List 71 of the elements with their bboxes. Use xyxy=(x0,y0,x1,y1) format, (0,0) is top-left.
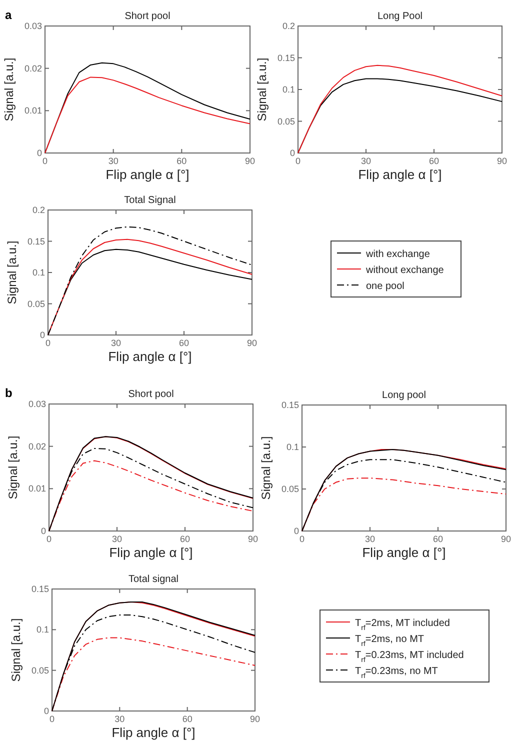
chart-title: Short pool xyxy=(128,389,174,400)
y-tick-label: 0.2 xyxy=(32,205,45,215)
y-tick-label: 0.15 xyxy=(31,584,49,594)
text: a xyxy=(5,8,12,22)
x-tick-label: 90 xyxy=(496,156,508,166)
chart-title: Long pool xyxy=(382,390,426,401)
x-axis-title: Flip angle α [°] xyxy=(108,349,192,364)
text: b xyxy=(5,386,12,400)
y-axis-title: Signal [a.u.] xyxy=(6,436,20,500)
y-tick-label: 0.05 xyxy=(31,665,49,676)
y-tick-label: 0.03 xyxy=(24,21,42,31)
legend-label: T$_{rf}$=2ms, no MT xyxy=(355,634,424,648)
y-tick-label: 0.1 xyxy=(282,84,295,94)
x-tick-label: 60 xyxy=(176,156,187,166)
x-axis-title: Flip angle α [°] xyxy=(109,545,193,560)
x-tick-label: 30 xyxy=(112,534,122,544)
x-axis-title: Flip angle α [°] xyxy=(358,167,442,182)
x-tick-label: 60 xyxy=(428,156,440,166)
chart-title: Total Signal xyxy=(124,195,176,206)
y-axis-title: Signal [a.u.] xyxy=(9,618,23,682)
y-tick-label: 0.05 xyxy=(27,298,45,309)
y-tick-label: 0.15 xyxy=(277,52,295,63)
y-tick-label: 0 xyxy=(294,526,299,536)
x-tick-label: 30 xyxy=(364,534,376,544)
y-tick-label: 0.15 xyxy=(281,400,299,410)
y-tick-label: 0.01 xyxy=(28,484,46,494)
x-axis-title: Flip angle α [°] xyxy=(106,167,190,182)
y-tick-label: 0.1 xyxy=(32,268,45,278)
chart-title: Short pool xyxy=(124,11,170,22)
y-tick-label: 0 xyxy=(36,148,42,158)
legend-label: T$_{rf}$=0.23ms, no MT xyxy=(355,666,438,680)
x-tick-label: 90 xyxy=(500,534,512,544)
y-axis-title: Signal [a.u.] xyxy=(255,58,269,122)
x-tick-label: 90 xyxy=(244,156,256,166)
y-tick-label: 0.03 xyxy=(28,399,46,409)
x-axis-title: Flip angle α [°] xyxy=(362,545,446,560)
x-tick-label: 90 xyxy=(248,534,258,544)
chart-title: Long Pool xyxy=(377,11,423,22)
x-tick-label: 60 xyxy=(178,338,190,348)
x-tick-label: 60 xyxy=(182,714,192,724)
legend-label: without exchange xyxy=(365,265,444,276)
chart-title: Total signal xyxy=(128,574,179,585)
y-axis-title: Signal [a.u.] xyxy=(2,58,16,122)
x-tick-label: 30 xyxy=(110,338,122,348)
legend-label: with exchange xyxy=(365,249,430,260)
x-tick-label: 30 xyxy=(114,714,125,724)
x-tick-label: 90 xyxy=(246,338,258,348)
y-tick-label: 0.01 xyxy=(24,106,42,116)
x-axis-title: Flip angle α [°] xyxy=(112,725,196,740)
x-tick-label: 90 xyxy=(250,714,260,724)
legend-label: T$_{rf}$=2ms, MT included xyxy=(355,618,450,632)
y-tick-label: 0 xyxy=(40,330,45,340)
y-tick-label: 0.15 xyxy=(27,236,45,246)
y-tick-label: 0 xyxy=(44,706,49,716)
y-tick-label: 0.1 xyxy=(286,442,299,452)
x-tick-label: 60 xyxy=(432,534,444,544)
y-axis-title: Signal [a.u.] xyxy=(259,436,273,500)
y-tick-label: 0.02 xyxy=(24,63,42,74)
y-tick-label: 0 xyxy=(40,526,46,536)
y-tick-label: 0 xyxy=(290,148,295,158)
x-tick-label: 30 xyxy=(108,156,118,166)
y-tick-label: 0.1 xyxy=(36,624,49,635)
y-tick-label: 0.2 xyxy=(282,21,295,31)
x-tick-label: 30 xyxy=(360,156,372,166)
y-tick-label: 0.05 xyxy=(277,116,295,126)
x-tick-label: 60 xyxy=(180,534,190,544)
legend-label: T$_{rf}$=0.23ms, MT included xyxy=(355,650,464,664)
y-tick-label: 0.02 xyxy=(28,441,46,452)
legend-label: one pool xyxy=(366,281,404,292)
y-axis-title: Signal [a.u.] xyxy=(5,240,19,304)
y-tick-label: 0.05 xyxy=(281,484,299,494)
